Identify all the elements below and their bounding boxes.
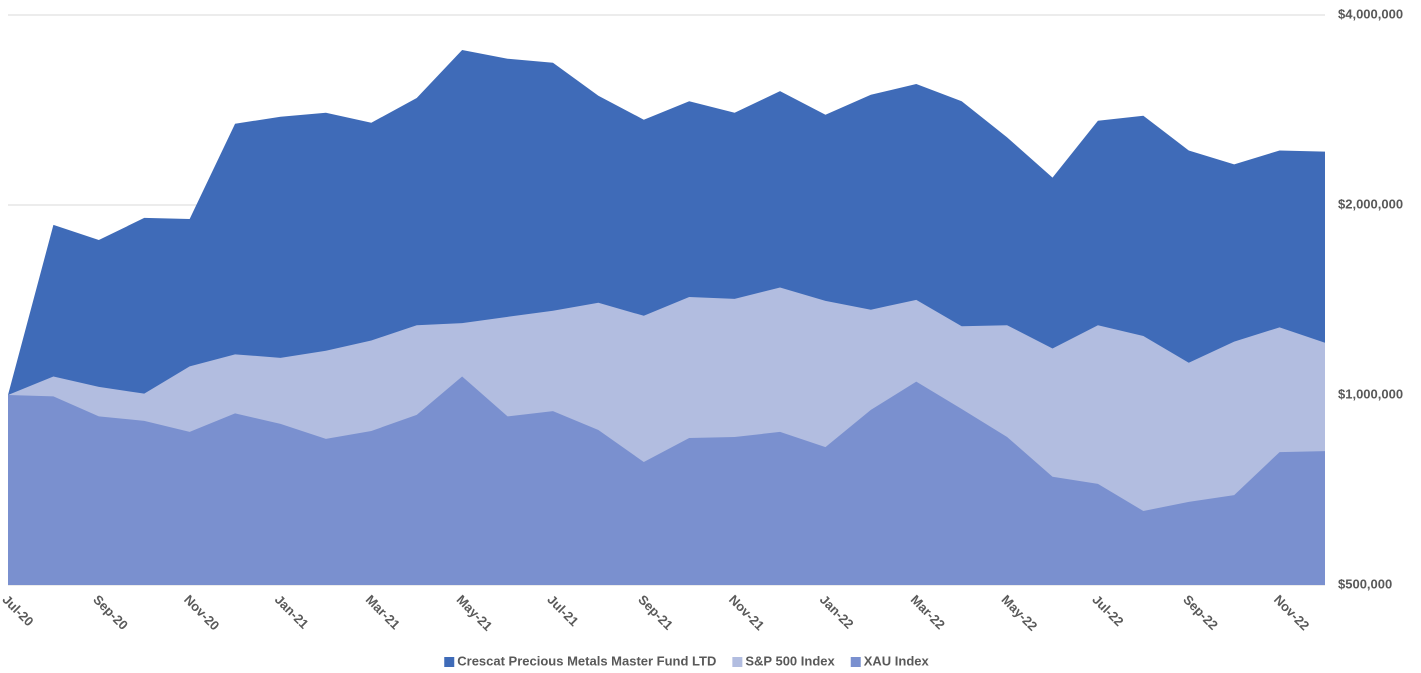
x-tick-label: Nov-22: [1271, 592, 1312, 633]
x-tick-label: Mar-22: [908, 592, 948, 632]
legend-label: XAU Index: [864, 653, 930, 668]
legend-label: Crescat Precious Metals Master Fund LTD: [457, 653, 716, 668]
x-tick-label: Nov-21: [726, 592, 767, 633]
x-tick-label: Jul-21: [544, 592, 581, 629]
x-tick-label: Mar-21: [363, 592, 403, 632]
x-tick-label: Sep-21: [635, 592, 676, 633]
x-tick-label: Sep-22: [1180, 592, 1221, 633]
y-tick-label: $2,000,000: [1338, 196, 1403, 211]
legend-swatch: [732, 657, 743, 667]
legend-swatch: [444, 657, 455, 667]
y-tick-label: $4,000,000: [1338, 6, 1403, 21]
area: [8, 376, 1325, 585]
x-tick-label: Jul-22: [1089, 592, 1126, 629]
y-tick-label: $1,000,000: [1338, 386, 1403, 401]
x-tick-label: Jul-20: [0, 592, 37, 629]
x-tick-label: Nov-20: [181, 592, 222, 633]
x-tick-label: Jan-21: [272, 592, 312, 632]
x-tick-label: Jan-22: [817, 592, 857, 632]
x-tick-label: Sep-20: [90, 592, 131, 633]
legend: Crescat Precious Metals Master Fund LTD S…: [444, 653, 930, 668]
x-tick-label: May-22: [999, 592, 1041, 634]
legend-swatch: [850, 657, 861, 667]
x-tick-label: May-21: [454, 592, 496, 634]
y-tick-label: $500,000: [1338, 576, 1392, 591]
legend-label: S&P 500 Index: [745, 653, 835, 668]
